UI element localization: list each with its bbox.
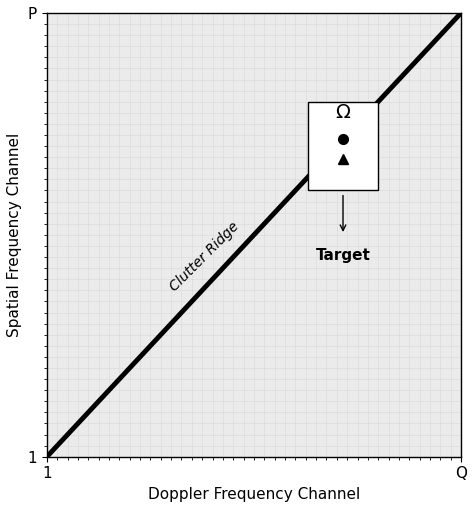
- Text: Target: Target: [316, 248, 371, 263]
- X-axis label: Doppler Frequency Channel: Doppler Frequency Channel: [148, 487, 360, 502]
- Bar: [308, 102, 378, 190]
- Text: $\Omega$: $\Omega$: [335, 103, 351, 122]
- Y-axis label: Spatial Frequency Channel: Spatial Frequency Channel: [7, 133, 22, 337]
- Text: Clutter Ridge: Clutter Ridge: [167, 220, 242, 294]
